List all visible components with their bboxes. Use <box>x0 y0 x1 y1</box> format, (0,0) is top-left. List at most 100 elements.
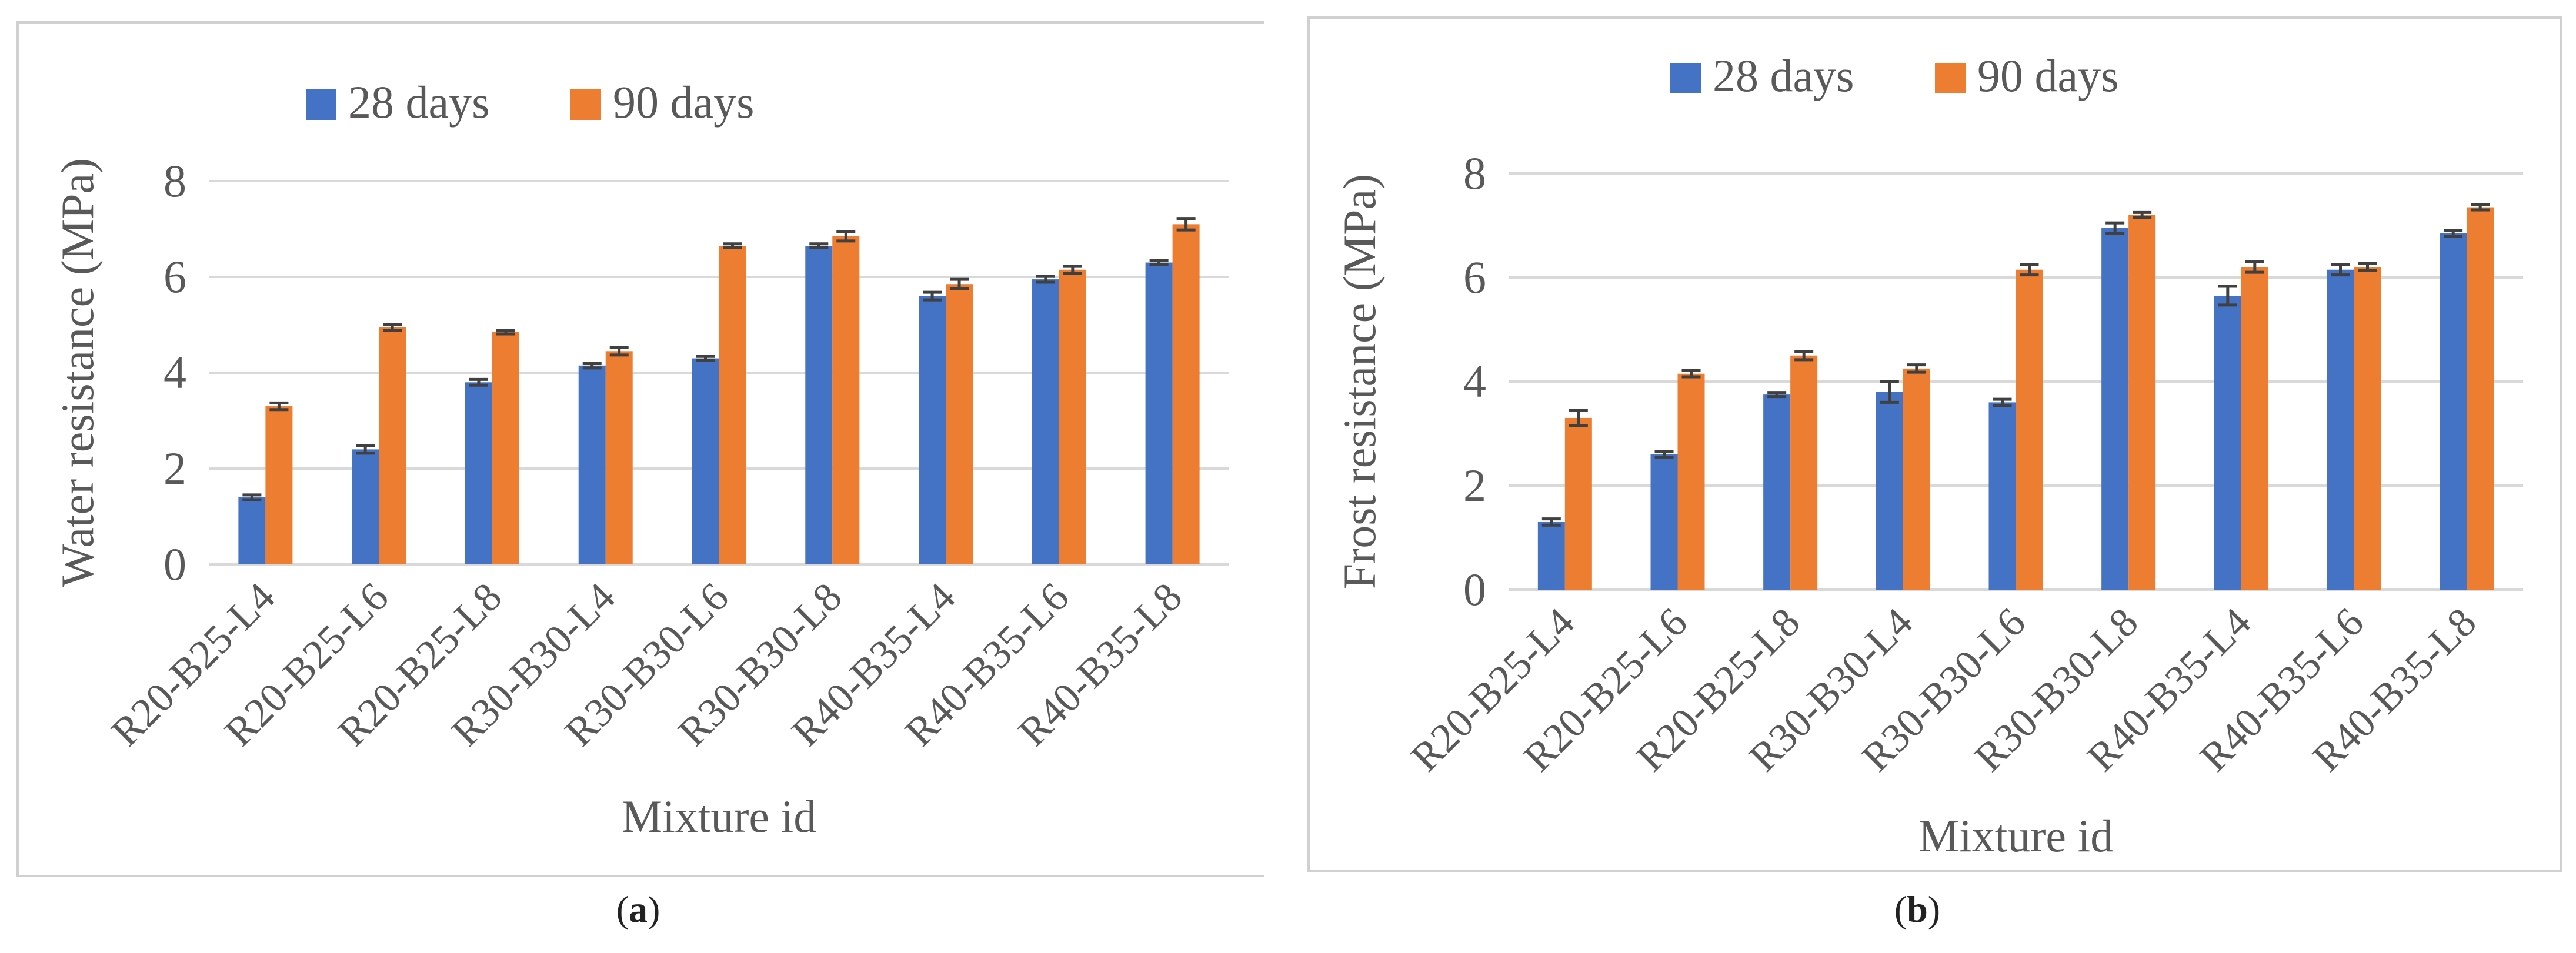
legend-item-28d: 28 days <box>306 76 489 128</box>
bar-90d <box>1172 224 1200 565</box>
error-bar <box>1063 265 1082 275</box>
bar-90d <box>1059 269 1086 564</box>
legend-item-90d: 90 days <box>1935 50 2118 101</box>
bar-28d <box>1032 279 1059 564</box>
error-bar <box>1176 217 1196 232</box>
y-tick-label: 6 <box>1463 252 1486 303</box>
caption-b-letter: b <box>1907 888 1928 930</box>
y-tick-label: 0 <box>163 539 186 590</box>
bar-90d <box>2354 267 2381 590</box>
caption-b: (b) <box>1894 888 1941 930</box>
error-bar <box>383 323 402 332</box>
error-bar <box>1794 350 1814 362</box>
bar-90d <box>1903 368 1930 590</box>
bar-90d <box>1790 355 1818 590</box>
error-bar <box>1993 397 2012 407</box>
error-bar <box>1654 450 1674 459</box>
bar-90d <box>2241 267 2268 590</box>
y-tick-label: 0 <box>1463 564 1486 615</box>
y-axis-title: Frost resistance (MPa) <box>1334 174 1385 589</box>
error-bar <box>2245 260 2264 274</box>
legend-swatch <box>1670 63 1701 93</box>
bar-28d <box>2440 233 2467 590</box>
error-bar <box>696 355 715 362</box>
error-bar <box>469 377 488 387</box>
error-bar <box>809 242 829 249</box>
legend-label: 90 days <box>613 76 754 128</box>
legend-swatch <box>570 89 601 120</box>
bar-28d <box>2327 269 2354 590</box>
error-bar <box>1767 391 1787 399</box>
bar-28d <box>578 365 606 564</box>
error-bar <box>2444 228 2463 238</box>
bar-28d <box>352 449 379 564</box>
bar-28d <box>238 497 266 564</box>
bar-90d <box>2128 215 2156 590</box>
x-axis-title: Mixture id <box>622 791 816 842</box>
bar-90d <box>1564 417 1592 590</box>
bar-28d <box>692 358 719 564</box>
error-bar <box>582 362 602 370</box>
water-resistance-chart: 02468R20-B25-L4R20-B25-L6R20-B25-L8R30-B… <box>16 21 1264 877</box>
error-bar <box>609 346 629 357</box>
bar-28d <box>1650 454 1678 590</box>
bar-28d <box>1876 392 1903 590</box>
bar-28d <box>1988 402 2016 590</box>
bar-90d <box>832 236 860 565</box>
bar-90d <box>1677 373 1705 590</box>
error-bar <box>1036 275 1055 284</box>
error-bar <box>950 277 969 290</box>
error-bar <box>923 290 942 302</box>
error-bar <box>1569 409 1588 427</box>
error-bar <box>269 401 289 412</box>
legend-item-90d: 90 days <box>570 76 754 128</box>
bar-28d <box>1763 394 1791 590</box>
y-tick-label: 4 <box>1463 356 1486 407</box>
bar-90d <box>265 406 293 564</box>
bar-90d <box>719 246 746 564</box>
bar-90d <box>379 327 406 564</box>
error-bar <box>1541 517 1561 527</box>
error-bar <box>2218 285 2237 307</box>
legend-swatch <box>306 89 336 120</box>
error-bar <box>1907 363 1926 374</box>
y-axis-title: Water resistance (MPa) <box>52 158 103 587</box>
error-bar <box>2020 263 2039 277</box>
bar-90d <box>2467 207 2494 590</box>
y-tick-label: 2 <box>1463 460 1486 511</box>
bar-28d <box>465 382 492 564</box>
x-axis-title: Mixture id <box>1918 810 2113 861</box>
caption-a: (a) <box>616 888 660 930</box>
legend-label: 28 days <box>348 76 489 128</box>
legend-label: 90 days <box>1977 50 2118 101</box>
y-tick-label: 6 <box>163 251 186 302</box>
error-bar <box>2358 262 2377 272</box>
error-bar <box>2331 263 2350 277</box>
caption-a-letter: a <box>629 888 648 930</box>
bar-28d <box>805 246 833 564</box>
error-bar <box>356 444 375 455</box>
error-bar <box>723 242 742 249</box>
frost-resistance-chart: 02468R20-B25-L4R20-B25-L6R20-B25-L8R30-B… <box>1307 16 2562 872</box>
bar-28d <box>2101 228 2129 590</box>
error-bar <box>242 493 262 501</box>
bar-90d <box>946 284 973 564</box>
legend-swatch <box>1935 63 1966 93</box>
error-bar <box>1880 380 1899 404</box>
legend-label: 28 days <box>1713 50 1854 101</box>
legend-item-28d: 28 days <box>1670 50 1854 101</box>
y-tick-label: 4 <box>163 347 186 398</box>
error-bar <box>2105 221 2125 235</box>
bar-28d <box>2214 295 2241 590</box>
error-bar <box>1681 369 1701 379</box>
y-tick-label: 8 <box>163 155 186 206</box>
bar-90d <box>2016 269 2043 590</box>
error-bar <box>836 230 856 243</box>
bar-90d <box>492 332 519 564</box>
bar-28d <box>919 296 946 564</box>
bar-28d <box>1537 521 1565 590</box>
y-tick-label: 2 <box>163 443 186 494</box>
error-bar <box>2133 210 2152 219</box>
bar-90d <box>605 351 633 564</box>
error-bar <box>496 328 515 336</box>
